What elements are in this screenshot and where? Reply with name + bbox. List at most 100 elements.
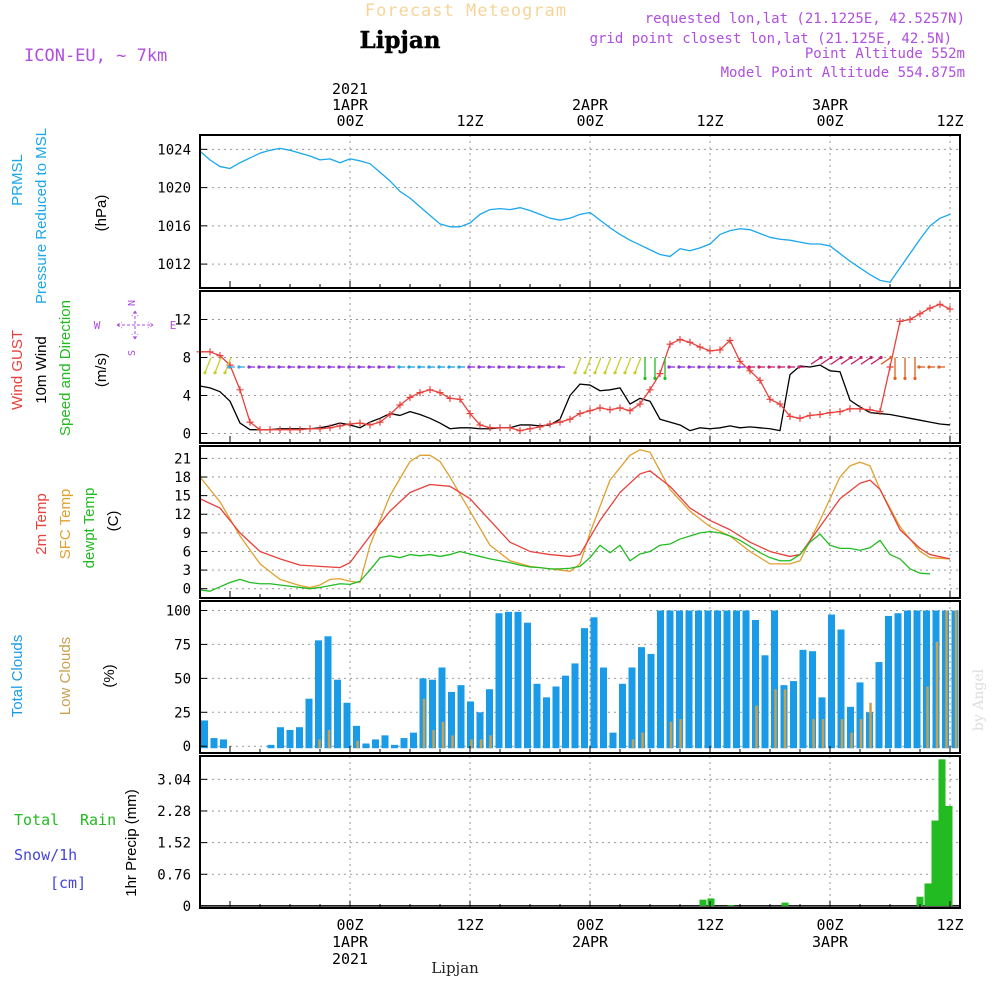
wind-gust-marker <box>536 423 544 431</box>
total-cloud-bar <box>524 622 531 749</box>
model-label: ICON-EU, ~ 7km <box>24 46 167 66</box>
total-cloud-bar <box>628 667 636 749</box>
compass-east: E <box>170 319 177 332</box>
wind-direction-arrowhead <box>727 365 731 369</box>
wind-gust-marker <box>306 425 314 433</box>
wind-gust-marker <box>826 409 834 417</box>
wind-direction-arrowhead <box>537 365 541 369</box>
wind-gust-marker <box>696 343 704 351</box>
temp-ytick-label: 6 <box>183 544 191 560</box>
wind-gust-marker <box>216 352 224 360</box>
wind-direction-arrowhead <box>869 355 873 360</box>
wind-direction-arrowhead <box>327 365 331 369</box>
precip-label-total: Total <box>14 811 59 829</box>
wind-direction-arrowhead <box>917 365 921 369</box>
wind-direction-arrowhead <box>213 371 217 375</box>
wind-gust-marker <box>346 420 354 428</box>
precip-ytick-label: 1.52 <box>157 836 191 852</box>
x-axis-bottom-label: 00Z <box>336 916 363 934</box>
total-cloud-bar <box>600 667 607 749</box>
wind-direction-arrowhead <box>787 365 791 369</box>
total-cloud-bar <box>761 655 769 749</box>
clouds-ylabel-low: Low Clouds <box>57 637 74 715</box>
wind-direction-arrowhead <box>583 371 587 375</box>
wind-direction-arrowhead <box>747 365 751 369</box>
pressure-ytick-label: 1016 <box>157 219 191 235</box>
wind-gust-marker <box>796 414 804 422</box>
wind-direction-arrow <box>574 357 582 373</box>
wind-direction-arrow <box>820 356 832 365</box>
wind-direction-arrowhead <box>427 365 431 369</box>
wind-gust-marker <box>676 335 684 343</box>
total-cloud-bar <box>343 702 351 749</box>
x-axis-top-label: 12Z <box>456 112 483 130</box>
wind-gust-marker <box>416 389 424 397</box>
wind-gust-marker <box>896 317 904 325</box>
closest-coords: grid point closest lon,lat (21.125E, 42.… <box>590 31 952 47</box>
wind-direction-arrow <box>224 357 232 373</box>
total-cloud-bar <box>410 732 417 749</box>
wind-direction-arrowhead <box>337 365 341 369</box>
low-cloud-bar <box>840 719 844 749</box>
wind-gust-marker <box>356 419 364 427</box>
wind-gust-marker <box>366 421 374 429</box>
total-cloud-bar <box>324 636 332 749</box>
total-cloud-bar <box>286 729 294 749</box>
wind-ylabel-gust: Wind GUST <box>9 330 26 410</box>
wind-gust-marker <box>946 305 954 313</box>
x-axis-top-label: 12Z <box>936 112 963 130</box>
x-axis-bottom-label: 2021 <box>332 950 368 968</box>
x-axis-bottom-label: 12Z <box>936 916 963 934</box>
total-cloud-bar <box>495 613 503 749</box>
wind-direction-arrowhead <box>797 365 801 369</box>
wind-direction-arrowhead <box>417 365 421 369</box>
low-cloud-bar <box>954 610 958 749</box>
clouds-ylabel-total: Total Clouds <box>9 635 26 718</box>
wind-gust-marker <box>906 316 914 323</box>
total-cloud-bar <box>847 706 854 749</box>
wind-direction-arrowhead <box>223 371 227 375</box>
clouds-ytick-label: 100 <box>166 604 191 620</box>
low-cloud-bar <box>470 739 473 749</box>
wind-gust-marker <box>546 420 554 428</box>
wind-direction-arrowhead <box>767 365 771 369</box>
wind-direction-arrowhead <box>653 376 657 380</box>
compass-south: S <box>127 350 138 356</box>
total-cloud-bar <box>790 681 797 749</box>
precip-frame <box>199 755 961 909</box>
main-title: Forecast Meteogram <box>365 1 567 21</box>
total-cloud-bar <box>562 675 569 749</box>
clouds-ytick-label: 25 <box>174 705 191 721</box>
total-cloud-bar <box>885 615 892 749</box>
wind-direction-arrow <box>880 356 892 365</box>
total-cloud-bar <box>590 617 598 749</box>
wind-direction-arrowhead <box>697 365 701 369</box>
wind-gust-marker <box>846 405 854 413</box>
low-cloud-bar <box>641 732 644 749</box>
low-cloud-bar <box>422 698 426 749</box>
wind-gust-marker <box>286 426 294 434</box>
clouds-ytick-label: 75 <box>174 637 191 653</box>
low-cloud-bar <box>755 705 758 749</box>
wind-direction-arrowhead <box>707 365 711 369</box>
wind-gust-marker <box>236 386 244 394</box>
wind-direction-arrowhead <box>687 365 691 369</box>
low-cloud-bar <box>451 735 454 749</box>
sfc-temp-line <box>199 449 951 589</box>
wind-direction-arrowhead <box>889 355 893 360</box>
wind-gust-marker <box>256 426 264 434</box>
wind-direction-arrowhead <box>257 365 261 369</box>
wind-gust-marker <box>726 336 734 344</box>
wind-gust-marker <box>886 363 894 371</box>
wind-direction-arrow <box>624 357 632 373</box>
total-cloud-bar <box>752 620 759 749</box>
location-title: Lipjan <box>360 27 441 54</box>
wind-direction-arrowhead <box>527 365 531 369</box>
total-cloud-bar <box>695 610 702 749</box>
x-axis-top-label: 2APR <box>572 96 609 114</box>
wind-direction-arrowhead <box>613 371 617 375</box>
rain-bar <box>924 883 932 906</box>
total-cloud-bar <box>400 738 408 749</box>
x-axis-bottom-label: 12Z <box>696 916 723 934</box>
wind-direction-arrowhead <box>913 376 917 380</box>
